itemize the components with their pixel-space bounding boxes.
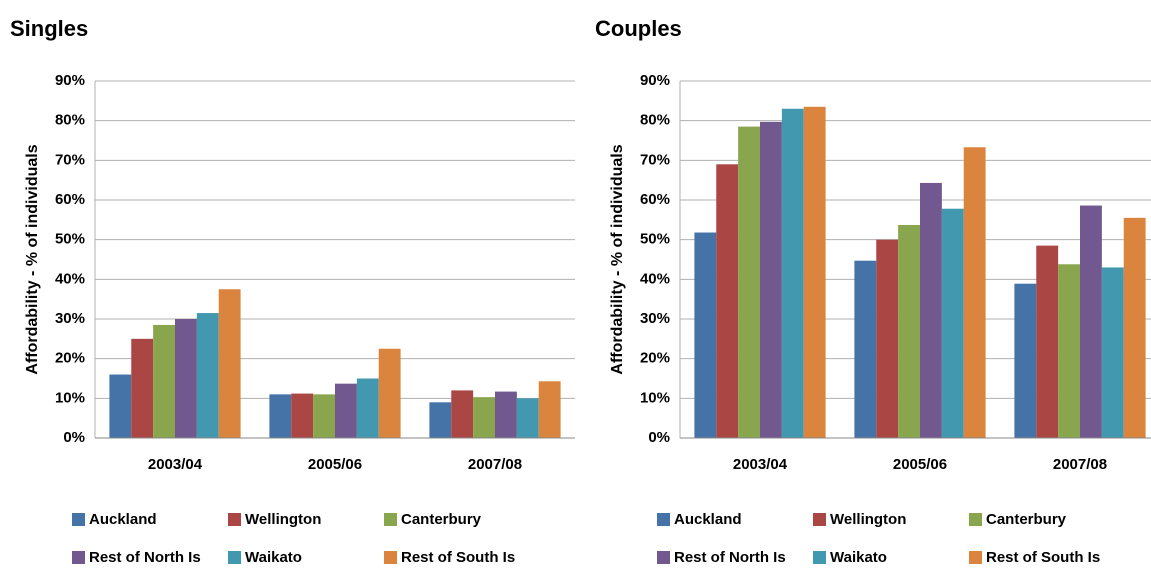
legend-swatch	[72, 513, 85, 526]
y-tick-label: 80%	[640, 112, 670, 129]
bar	[153, 324, 175, 438]
bar	[291, 393, 314, 438]
y-tick-label: 90%	[640, 72, 670, 89]
bar	[175, 319, 197, 438]
bar	[1101, 267, 1124, 438]
bar	[781, 108, 804, 439]
bar	[898, 224, 920, 438]
y-tick-label: 0%	[63, 429, 85, 446]
x-tick-label: 2005/06	[308, 456, 362, 473]
x-tick-label: 2003/04	[148, 456, 203, 473]
legend-swatch	[969, 513, 982, 526]
chart-title: Couples	[595, 16, 682, 41]
legend-label: Wellington	[830, 511, 906, 528]
legend-label: Wellington	[245, 511, 321, 528]
bar	[963, 147, 986, 438]
bar	[538, 381, 561, 438]
y-tick-label: 40%	[55, 270, 85, 287]
y-tick-label: 30%	[640, 310, 670, 327]
bar	[451, 390, 474, 438]
bar	[694, 232, 717, 438]
bar	[760, 121, 782, 439]
bar	[1014, 283, 1037, 438]
legend-swatch	[813, 551, 826, 564]
bar	[313, 394, 335, 438]
y-tick-label: 50%	[55, 231, 85, 248]
bar	[803, 106, 826, 439]
legend-swatch	[228, 513, 241, 526]
legend-label: Rest of South Is	[986, 549, 1100, 566]
legend-swatch	[72, 551, 85, 564]
x-tick-label: 2007/08	[468, 456, 522, 473]
bar	[854, 260, 877, 438]
legend-label: Rest of South Is	[401, 549, 515, 566]
y-tick-label: 20%	[55, 350, 85, 367]
legend-swatch	[813, 513, 826, 526]
bar	[716, 164, 739, 439]
legend-swatch	[969, 551, 982, 564]
y-tick-label: 80%	[55, 112, 85, 129]
bar	[738, 126, 760, 438]
x-tick-label: 2007/08	[1053, 456, 1107, 473]
x-tick-label: 2005/06	[893, 456, 947, 473]
y-axis-label: Affordability - % of individuals	[609, 144, 626, 374]
y-tick-label: 40%	[640, 270, 670, 287]
y-tick-label: 90%	[55, 72, 85, 89]
bar	[1080, 205, 1102, 438]
y-tick-label: 20%	[640, 350, 670, 367]
y-axis-label: Affordability - % of individuals	[24, 144, 41, 374]
bar	[269, 394, 292, 438]
legend-swatch	[384, 551, 397, 564]
bar	[516, 398, 539, 438]
y-tick-label: 10%	[640, 389, 670, 406]
legend-label: Canterbury	[986, 511, 1067, 528]
y-tick-label: 70%	[640, 151, 670, 168]
bar	[1036, 245, 1059, 438]
legend-label: Canterbury	[401, 511, 482, 528]
legend-label: Auckland	[89, 511, 157, 528]
bar	[473, 397, 495, 438]
bar	[1123, 217, 1146, 438]
legend-swatch	[657, 513, 670, 526]
chart-title: Singles	[10, 16, 88, 41]
bar	[109, 374, 132, 438]
bar	[218, 289, 241, 438]
legend-label: Rest of North Is	[674, 549, 786, 566]
bar	[356, 378, 379, 438]
legend-label: Waikato	[830, 549, 887, 566]
y-tick-label: 70%	[55, 151, 85, 168]
legend-label: Waikato	[245, 549, 302, 566]
bar	[196, 313, 219, 438]
y-tick-label: 0%	[648, 429, 670, 446]
legend-swatch	[228, 551, 241, 564]
legend-label: Auckland	[674, 511, 742, 528]
bar	[941, 208, 964, 438]
bar	[1058, 264, 1080, 438]
legend-label: Rest of North Is	[89, 549, 201, 566]
bar	[335, 383, 357, 438]
bar	[876, 239, 899, 438]
bar	[429, 402, 452, 438]
y-tick-label: 60%	[640, 191, 670, 208]
x-tick-label: 2003/04	[733, 456, 788, 473]
y-tick-label: 10%	[55, 389, 85, 406]
bar	[495, 391, 517, 438]
legend-swatch	[384, 513, 397, 526]
y-tick-label: 50%	[640, 231, 670, 248]
y-tick-label: 60%	[55, 191, 85, 208]
bar	[378, 348, 401, 438]
legend-swatch	[657, 551, 670, 564]
bar	[920, 182, 942, 438]
y-tick-label: 30%	[55, 310, 85, 327]
bar	[131, 338, 154, 438]
